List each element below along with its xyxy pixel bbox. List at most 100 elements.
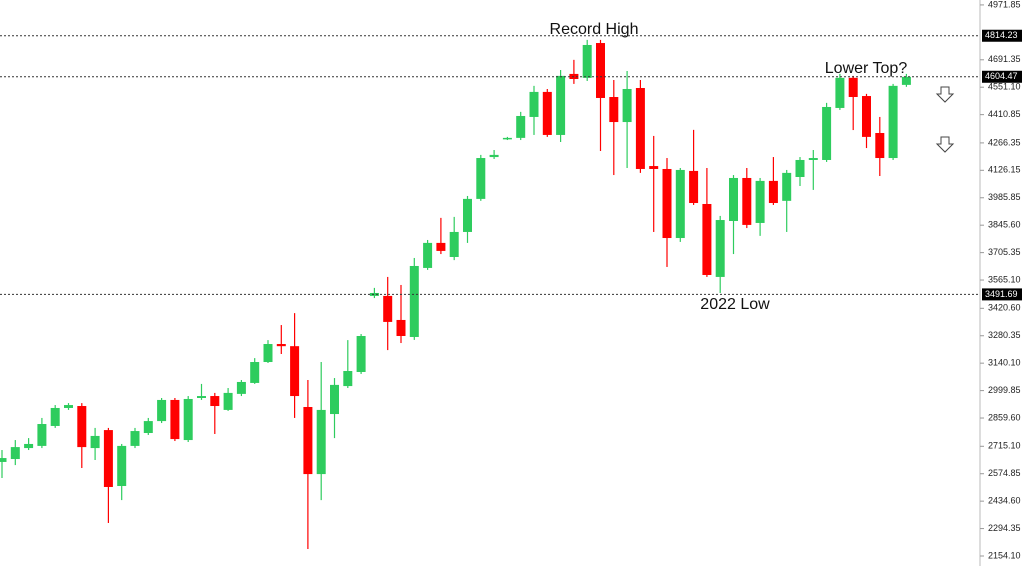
candle-body (210, 396, 220, 407)
candle-body (276, 344, 286, 347)
tick-layer: 4971.85 4691.35 4551.10 4410.85 4266.35 4126.… (980, 0, 1021, 560)
candle-body (675, 169, 685, 239)
candle-body (157, 399, 167, 422)
candle-body (436, 242, 446, 251)
y-tick-label: 3565.10 (988, 274, 1021, 284)
candle-body (343, 371, 353, 387)
candle-body (356, 336, 366, 372)
y-tick-label: 4551.10 (988, 82, 1021, 92)
candle-body (542, 91, 552, 135)
candle-body (875, 132, 885, 159)
candle-body (609, 97, 619, 123)
y-tick-label: 2294.35 (988, 523, 1021, 533)
candle-body (596, 43, 605, 98)
y-tick-label: 4691.35 (988, 54, 1021, 64)
candle-body (77, 406, 87, 448)
candle-body (449, 231, 459, 257)
candle-body (24, 443, 34, 449)
candle-body (103, 430, 113, 487)
candle-body (635, 88, 645, 169)
candle-body (808, 158, 818, 160)
y-tick-label: 3845.60 (988, 220, 1021, 230)
candle-body (742, 177, 752, 225)
candle-body (423, 242, 433, 268)
reference-line-layer: 4814.23 4604.47 3491.69 Record High Lower To… (0, 21, 1022, 313)
candle-body (755, 180, 765, 223)
candle-body (369, 292, 379, 296)
y-tick-label: 3985.85 (988, 192, 1021, 202)
candle-body (888, 85, 898, 159)
y-tick-label: 4971.85 (988, 0, 1021, 9)
candle-body (330, 384, 339, 415)
candle-body (263, 344, 273, 363)
candle-body (290, 346, 300, 397)
y-tick-label: 3280.35 (988, 330, 1021, 340)
candle-body (901, 76, 911, 85)
candle-body (223, 392, 233, 410)
candle-body (130, 431, 140, 446)
candle-body (236, 381, 246, 394)
level-label: 4814.23 (985, 30, 1018, 40)
candle-body (463, 198, 472, 232)
y-tick-label: 4266.35 (988, 137, 1021, 147)
y-tick-label: 3705.35 (988, 247, 1021, 257)
candle-body (848, 77, 858, 98)
candle-body (50, 407, 60, 426)
candle-body (170, 399, 180, 440)
candle-body (662, 168, 672, 239)
candle-body (516, 115, 526, 138)
candle-body (250, 362, 260, 383)
candle-body (197, 396, 206, 398)
candle-body (396, 319, 406, 337)
candle-body (795, 159, 805, 177)
y-tick-label: 2434.60 (988, 496, 1021, 506)
down-arrow-icon (935, 86, 955, 103)
candle-body (316, 409, 326, 475)
candle-body (649, 166, 659, 169)
candle-body (143, 421, 153, 434)
candle-body (782, 172, 792, 201)
candle-layer (0, 39, 911, 549)
candle-body (10, 447, 20, 460)
annotation: Record High (550, 21, 639, 38)
y-tick-label: 2574.85 (988, 468, 1021, 478)
candle-body (702, 203, 712, 275)
level-label-box (982, 29, 1022, 42)
candle-body (582, 44, 592, 78)
candle-body (409, 265, 419, 337)
candle-body (835, 77, 845, 108)
candle-body (729, 177, 738, 222)
y-tick-label: 2715.10 (988, 441, 1021, 451)
down-arrow-icon (935, 136, 955, 153)
candle-body (822, 106, 832, 160)
candle-body (303, 406, 313, 475)
candle-body (715, 220, 725, 277)
level-label-box (982, 70, 1022, 83)
candle-body (0, 458, 7, 462)
candle-body (90, 435, 100, 449)
candle-body (502, 137, 512, 140)
y-tick-label: 2154.10 (988, 550, 1021, 560)
y-tick-label: 2859.60 (988, 412, 1021, 422)
candle-body (768, 180, 778, 204)
candle-body (64, 405, 73, 408)
candle-body (862, 96, 871, 137)
y-tick-label: 4410.85 (988, 109, 1021, 119)
y-tick-label: 4126.15 (988, 165, 1021, 175)
candle-body (622, 88, 632, 123)
y-tick-label: 2999.85 (988, 385, 1021, 395)
candle-body (529, 91, 539, 117)
candle-body (489, 154, 499, 158)
level-label: 4604.47 (985, 71, 1018, 81)
candle-body (476, 158, 486, 199)
level-label: 3491.69 (985, 289, 1018, 299)
candle-body (117, 445, 127, 487)
level-label-box (982, 288, 1022, 301)
candle-body (383, 295, 393, 322)
candle-body (183, 398, 193, 441)
candle-body (556, 75, 566, 135)
y-tick-label: 3140.10 (988, 358, 1021, 368)
annotation: Lower Top? (825, 60, 908, 77)
